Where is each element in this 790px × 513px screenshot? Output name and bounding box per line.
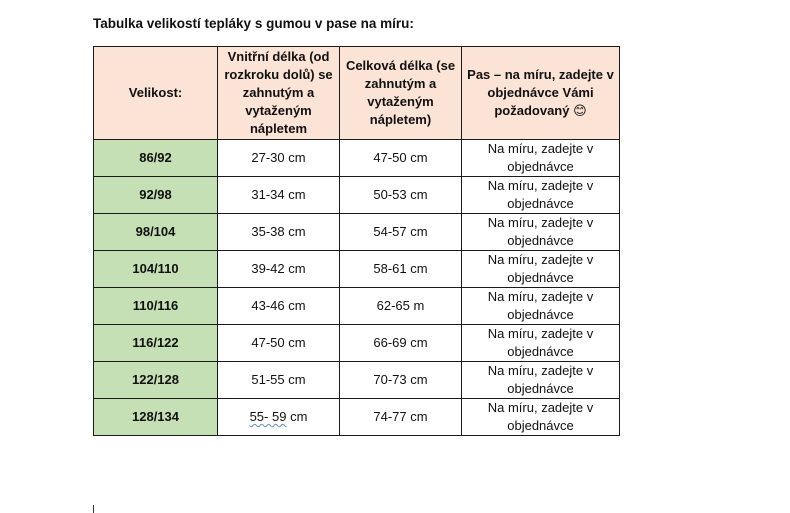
header-size: Velikost:	[93, 46, 218, 140]
inner-length-cell: 43-46 cm	[217, 287, 340, 325]
total-length-cell: 62-65 m	[339, 287, 462, 325]
table-row: 86/92 27-30 cm 47-50 cm Na míru, zadejte…	[93, 139, 620, 177]
table-row: 92/98 31-34 cm 50-53 cm Na míru, zadejte…	[93, 176, 620, 214]
inner-length-cell: 51-55 cm	[217, 361, 340, 399]
text-cursor	[93, 505, 94, 513]
document-title: Tabulka velikostí tepláky s gumou v pase…	[93, 16, 414, 31]
inner-length-cell: 35-38 cm	[217, 213, 340, 251]
table-row: 110/116 43-46 cm 62-65 m Na míru, zadejt…	[93, 287, 620, 325]
size-cell: 122/128	[93, 361, 218, 399]
waist-cell: Na míru, zadejte v objednávce	[461, 139, 620, 177]
spellcheck-marked-text[interactable]: 55- 59	[249, 409, 287, 424]
inner-length-unit: cm	[286, 409, 308, 424]
table-row: 128/134 55- 59 cm 74-77 cm Na míru, zade…	[93, 398, 620, 436]
header-total-length: Celková délka (se zahnutým a vytaženým n…	[339, 46, 462, 140]
inner-length-cell: 31-34 cm	[217, 176, 340, 214]
total-length-cell: 58-61 cm	[339, 250, 462, 288]
total-length-cell: 70-73 cm	[339, 361, 462, 399]
table-row: 122/128 51-55 cm 70-73 cm Na míru, zadej…	[93, 361, 620, 399]
size-cell: 92/98	[93, 176, 218, 214]
inner-length-cell: 47-50 cm	[217, 324, 340, 362]
total-length-cell: 54-57 cm	[339, 213, 462, 251]
waist-cell: Na míru, zadejte v objednávce	[461, 213, 620, 251]
table-row: 98/104 35-38 cm 54-57 cm Na míru, zadejt…	[93, 213, 620, 251]
total-length-cell: 74-77 cm	[339, 398, 462, 436]
size-cell: 128/134	[93, 398, 218, 436]
total-length-cell: 47-50 cm	[339, 139, 462, 177]
size-cell: 104/110	[93, 250, 218, 288]
size-cell: 98/104	[93, 213, 218, 251]
header-waist: Pas – na míru, zadejte v objednávce Vámi…	[461, 46, 620, 140]
size-table: Velikost: Vnitřní délka (od rozkroku dol…	[93, 46, 620, 436]
waist-cell: Na míru, zadejte v objednávce	[461, 287, 620, 325]
waist-cell: Na míru, zadejte v objednávce	[461, 398, 620, 436]
waist-cell: Na míru, zadejte v objednávce	[461, 250, 620, 288]
waist-cell: Na míru, zadejte v objednávce	[461, 361, 620, 399]
size-cell: 116/122	[93, 324, 218, 362]
inner-length-cell: 55- 59 cm	[217, 398, 340, 436]
inner-length-cell: 27-30 cm	[217, 139, 340, 177]
header-inner-length: Vnitřní délka (od rozkroku dolů) se zahn…	[217, 46, 340, 140]
waist-cell: Na míru, zadejte v objednávce	[461, 324, 620, 362]
inner-length-cell: 39-42 cm	[217, 250, 340, 288]
table-row: 116/122 47-50 cm 66-69 cm Na míru, zadej…	[93, 324, 620, 362]
table-row: 104/110 39-42 cm 58-61 cm Na míru, zadej…	[93, 250, 620, 288]
total-length-cell: 50-53 cm	[339, 176, 462, 214]
total-length-cell: 66-69 cm	[339, 324, 462, 362]
waist-cell: Na míru, zadejte v objednávce	[461, 176, 620, 214]
table-header-row: Velikost: Vnitřní délka (od rozkroku dol…	[93, 46, 620, 140]
size-cell: 86/92	[93, 139, 218, 177]
size-cell: 110/116	[93, 287, 218, 325]
